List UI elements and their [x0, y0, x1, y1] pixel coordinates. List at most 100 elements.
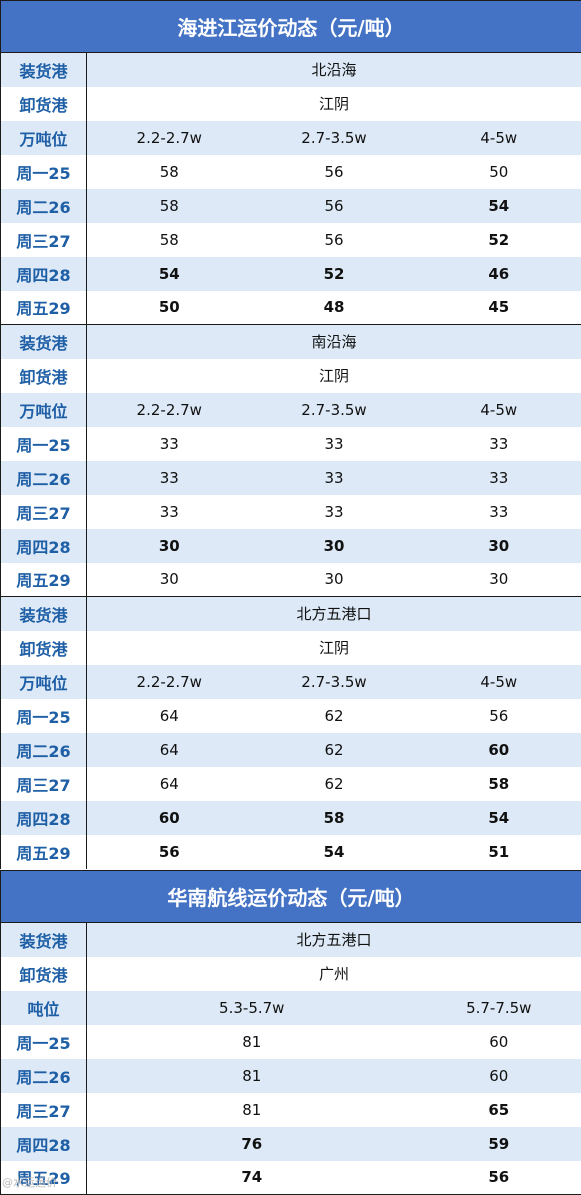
watermark: @水运运价 — [2, 1176, 57, 1189]
day-label: 周二26 — [0, 188, 87, 223]
unload-port-label: 卸货港 — [0, 630, 87, 665]
day-label: 周四28 — [0, 256, 87, 291]
price-cell: 56 — [251, 222, 417, 257]
price-cell: 60 — [416, 1058, 581, 1093]
table-row: 周五29 50 48 45 — [0, 290, 581, 325]
day-label: 周三27 — [0, 1092, 87, 1127]
size-header: 2.2-2.7w — [86, 120, 252, 155]
size-header: 4-5w — [416, 120, 581, 155]
size-label: 万吨位 — [0, 664, 87, 699]
size-header: 2.2-2.7w — [86, 392, 252, 427]
unload-port: 广州 — [86, 956, 581, 991]
table-row: 周三27 81 65 — [0, 1092, 581, 1127]
day-label: 周一25 — [0, 154, 87, 189]
price-cell: 52 — [251, 256, 417, 291]
price-cell: 64 — [86, 698, 252, 733]
load-port-label: 装货港 — [0, 922, 87, 957]
section-title: 华南航线运价动态（元/吨） — [0, 870, 581, 923]
table-row: 周五29 56 54 51 — [0, 834, 581, 869]
price-cell: 58 — [416, 766, 581, 801]
price-cell: 50 — [86, 290, 252, 325]
price-cell: 60 — [86, 800, 252, 835]
size-header: 4-5w — [416, 392, 581, 427]
load-port: 北方五港口 — [86, 596, 581, 631]
price-cell: 54 — [416, 188, 581, 223]
size-header: 5.3-5.7w — [86, 990, 417, 1025]
table-row: 周四28 76 59 — [0, 1126, 581, 1161]
load-port-label: 装货港 — [0, 596, 87, 631]
price-cell: 52 — [416, 222, 581, 257]
table-row: 周三27 64 62 58 — [0, 766, 581, 801]
price-cell: 33 — [416, 426, 581, 461]
table-row: 周二26 81 60 — [0, 1058, 581, 1093]
price-cell: 59 — [416, 1126, 581, 1161]
table-row: 周五29 74 56 — [0, 1160, 581, 1195]
price-cell: 74 — [86, 1160, 417, 1195]
price-cell: 58 — [86, 154, 252, 189]
price-cell: 30 — [251, 528, 417, 563]
table-row: 周一25 58 56 50 — [0, 154, 581, 189]
price-cell: 33 — [251, 494, 417, 529]
table-row: 周一25 33 33 33 — [0, 426, 581, 461]
price-cell: 56 — [86, 834, 252, 869]
day-label: 周三27 — [0, 222, 87, 257]
unload-port-label: 卸货港 — [0, 956, 87, 991]
day-label: 周一25 — [0, 426, 87, 461]
price-cell: 76 — [86, 1126, 417, 1161]
south-china-freight-table: 华南航线运价动态（元/吨） 装货港 北方五港口 卸货港 广州 吨位 5.3-5.7w 5… — [0, 870, 581, 1195]
unload-port-label: 卸货港 — [0, 86, 87, 121]
price-cell: 58 — [86, 222, 252, 257]
size-label: 万吨位 — [0, 120, 87, 155]
day-label: 周五29 — [0, 1160, 87, 1195]
price-cell: 81 — [86, 1058, 417, 1093]
table-row: 周四28 54 52 46 — [0, 256, 581, 291]
size-header: 5.7-7.5w — [416, 990, 581, 1025]
price-cell: 46 — [416, 256, 581, 291]
price-cell: 30 — [416, 528, 581, 563]
price-cell: 30 — [86, 562, 252, 597]
table-row: 周三27 33 33 33 — [0, 494, 581, 529]
day-label: 周四28 — [0, 1126, 87, 1161]
price-cell: 54 — [86, 256, 252, 291]
price-cell: 64 — [86, 732, 252, 767]
load-port: 北沿海 — [86, 52, 581, 87]
load-port-label: 装货港 — [0, 52, 87, 87]
price-cell: 81 — [86, 1092, 417, 1127]
day-label: 周五29 — [0, 290, 87, 325]
unload-port-label: 卸货港 — [0, 358, 87, 393]
price-cell: 60 — [416, 1024, 581, 1059]
price-cell: 33 — [251, 426, 417, 461]
size-label: 吨位 — [0, 990, 87, 1025]
size-header: 2.7-3.5w — [251, 392, 417, 427]
price-cell: 33 — [251, 460, 417, 495]
size-header: 2.2-2.7w — [86, 664, 252, 699]
price-cell: 62 — [251, 732, 417, 767]
unload-port: 江阴 — [86, 358, 581, 393]
day-label: 周二26 — [0, 1058, 87, 1093]
day-label: 周四28 — [0, 800, 87, 835]
unload-port: 江阴 — [86, 630, 581, 665]
price-cell: 64 — [86, 766, 252, 801]
price-cell: 62 — [251, 698, 417, 733]
price-cell: 33 — [416, 460, 581, 495]
price-cell: 50 — [416, 154, 581, 189]
price-cell: 81 — [86, 1024, 417, 1059]
table-row: 周二26 58 56 54 — [0, 188, 581, 223]
day-label: 周一25 — [0, 1024, 87, 1059]
table-row: 周二26 33 33 33 — [0, 460, 581, 495]
price-cell: 33 — [86, 494, 252, 529]
day-label: 周三27 — [0, 494, 87, 529]
price-cell: 30 — [251, 562, 417, 597]
price-cell: 56 — [416, 698, 581, 733]
table-row: 周四28 30 30 30 — [0, 528, 581, 563]
day-label: 周三27 — [0, 766, 87, 801]
price-cell: 30 — [416, 562, 581, 597]
table-row: 周四28 60 58 54 — [0, 800, 581, 835]
size-header: 2.7-3.5w — [251, 120, 417, 155]
size-header: 4-5w — [416, 664, 581, 699]
price-cell: 54 — [416, 800, 581, 835]
size-label: 万吨位 — [0, 392, 87, 427]
price-cell: 56 — [251, 188, 417, 223]
table-row: 周一25 64 62 56 — [0, 698, 581, 733]
